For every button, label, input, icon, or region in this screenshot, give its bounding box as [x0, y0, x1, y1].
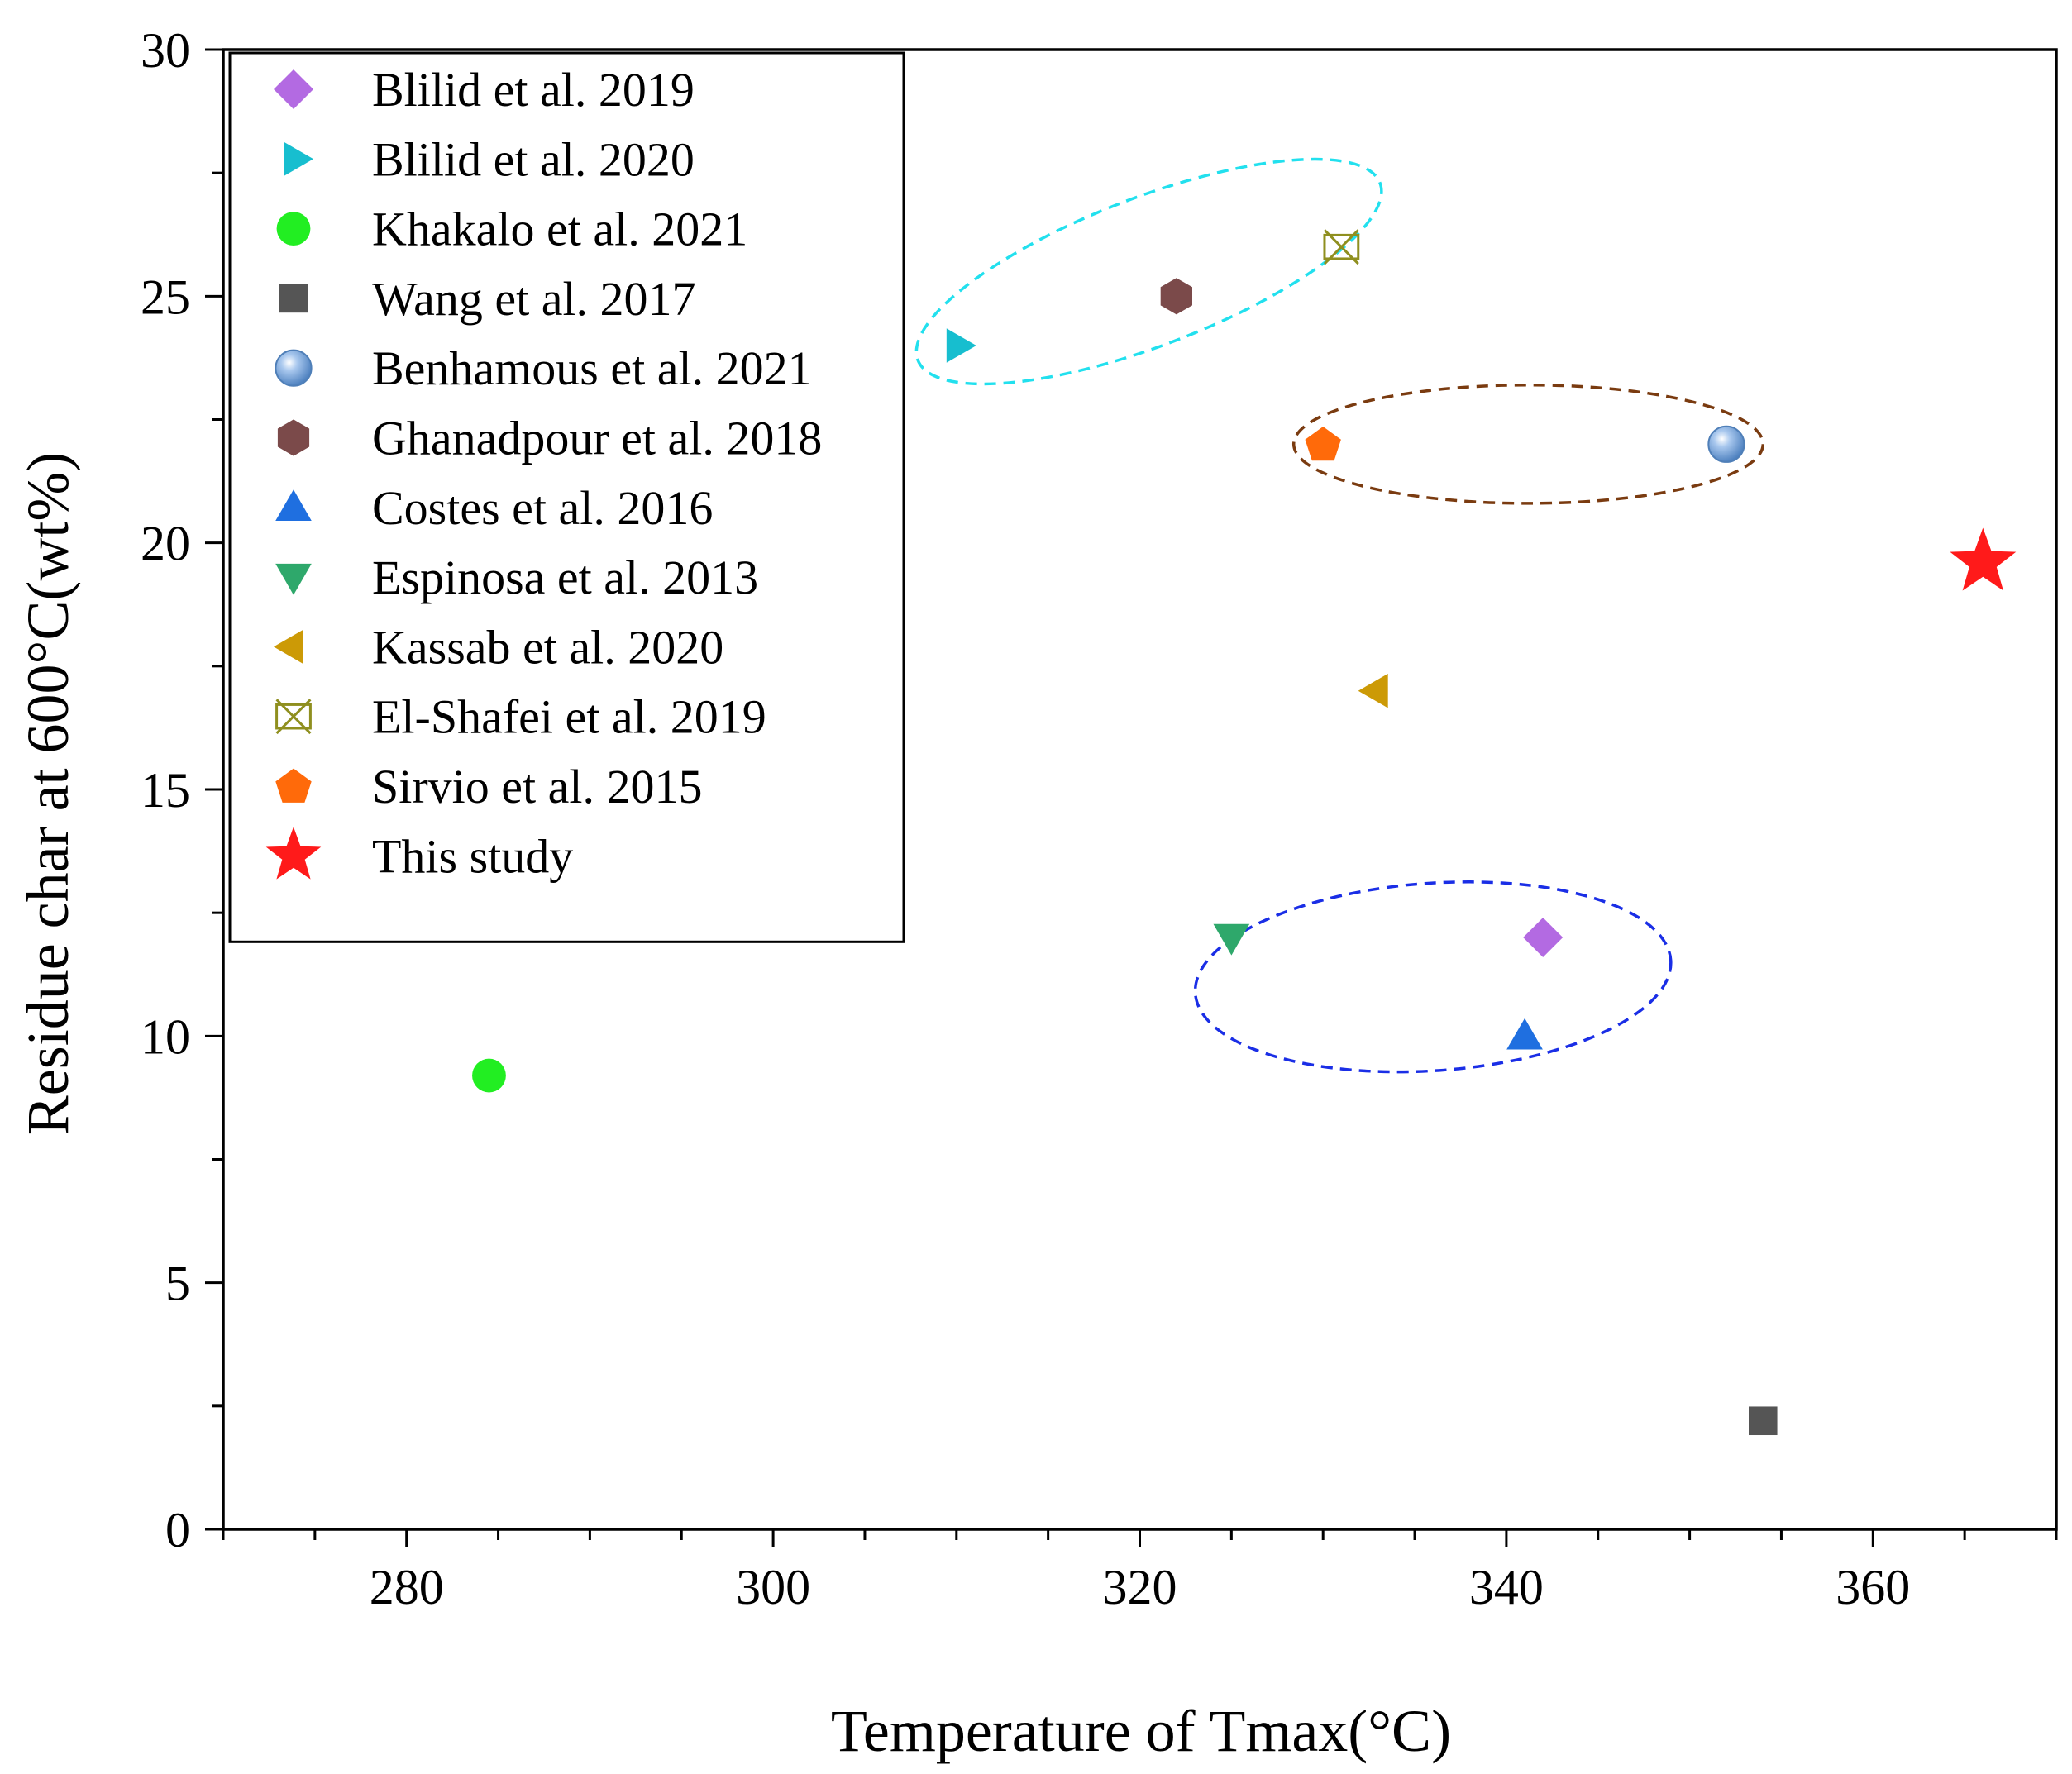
y-tick-label: 20 — [141, 517, 190, 571]
legend-marker-5 — [275, 349, 313, 387]
annotation-layer — [914, 157, 1765, 1074]
data-point-2-1 — [946, 328, 976, 363]
y-tick-label: 30 — [141, 23, 190, 78]
legend-marker-4 — [279, 284, 308, 313]
legend-marker-11 — [275, 768, 312, 803]
dashed-ellipse-3 — [1193, 880, 1673, 1074]
dashed-ellipse-2 — [1291, 383, 1765, 505]
y-tick-label: 5 — [165, 1257, 190, 1311]
legend-label: Blilid et al. 2019 — [372, 63, 695, 117]
legend-label: Sirvio et al. 2015 — [372, 760, 703, 813]
y-tick-label: 25 — [141, 269, 190, 324]
legend-marker-7 — [275, 489, 312, 521]
legend-marker-3 — [276, 212, 311, 246]
axis-layer: 280 300 320 340 360 0 5 10 15 20 25 30 — [141, 23, 2058, 1614]
legend-marker-2 — [284, 141, 313, 177]
data-point-8-1 — [1213, 923, 1250, 956]
legend-label: Kassab et al. 2020 — [372, 620, 723, 674]
data-point-3-1 — [472, 1058, 506, 1093]
legend-label: Khakalo et al. 2021 — [372, 203, 747, 256]
legend-label: Wang et al. 2017 — [372, 272, 696, 326]
y-tick-label: 15 — [141, 763, 190, 818]
data-point-5-1 — [1707, 425, 1745, 463]
data-point-10-1 — [1323, 229, 1360, 265]
legend-marker-9 — [274, 629, 303, 665]
legend-marker-12 — [265, 827, 322, 880]
x-tick-label: 300 — [736, 1560, 810, 1614]
x-tick-label: 360 — [1836, 1560, 1910, 1614]
x-tick-label: 320 — [1103, 1560, 1177, 1614]
data-point-6-1 — [1160, 278, 1192, 315]
legend-label: Costes et al. 2016 — [372, 481, 713, 535]
marker-layer — [472, 229, 2017, 1436]
data-point-11-1 — [1305, 427, 1341, 461]
legend: Blilid et al. 2019 Blilid et al. 2020 Khak… — [228, 51, 905, 943]
data-point-1-1 — [1523, 918, 1564, 957]
y-tick-label: 0 — [165, 1503, 190, 1557]
legend-label: Benhamous et al. 2021 — [372, 341, 812, 395]
legend-label: Espinosa et al. 2013 — [372, 551, 758, 604]
x-tick-label: 280 — [370, 1560, 444, 1614]
legend-label: El-Shafei et al. 2019 — [372, 690, 766, 744]
x-axis-title: Temperature of Tmax(°C) — [831, 1698, 1451, 1764]
legend-box — [228, 51, 905, 943]
data-point-7-1 — [1506, 1018, 1543, 1050]
legend-label: Ghanadpour et al. 2018 — [372, 412, 822, 465]
legend-label: Blilid et al. 2020 — [372, 132, 695, 186]
legend-marker-10 — [275, 699, 312, 735]
legend-marker-1 — [274, 69, 313, 109]
data-point-4-1 — [1749, 1406, 1778, 1436]
legend-label: This study — [372, 829, 573, 883]
legend-marker-6 — [277, 419, 310, 456]
dashed-ellipse-1 — [914, 157, 1383, 386]
x-tick-label: 340 — [1469, 1560, 1544, 1614]
data-point-12-1 — [1950, 527, 2017, 591]
y-tick-label: 10 — [141, 1009, 190, 1064]
data-point-9-1 — [1358, 673, 1388, 708]
y-axis-title: Residue char at 600°C(wt%) — [15, 452, 81, 1136]
legend-marker-8 — [275, 563, 312, 595]
